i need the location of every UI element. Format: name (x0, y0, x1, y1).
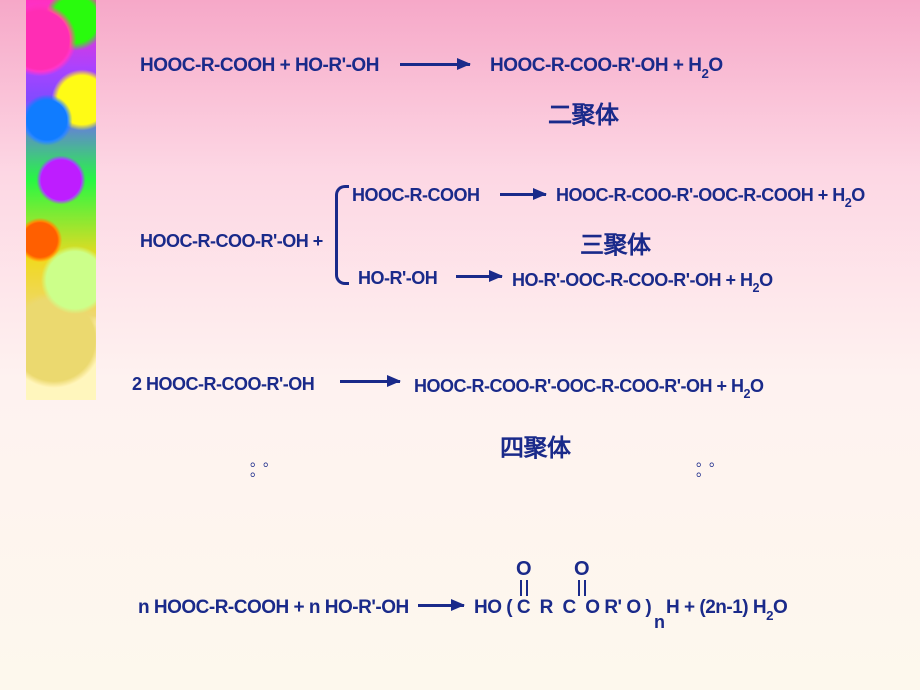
eq4-lhs: n HOOC-R-COOH + n HO-R'-OH (138, 597, 409, 619)
eq2-branch-top-arrow (500, 193, 546, 196)
eq1-rhs: HOOC-R-COO-R'-OH + H2O (490, 55, 723, 79)
eq4-rhs-c2: C (562, 597, 575, 618)
eq4-O2: O (574, 558, 589, 581)
eq2-bt-rhs-sub: 2 (845, 196, 852, 210)
eq2-bt-rhs-post: O (851, 185, 865, 205)
eq2-branch-bot-rhs: HO-R'-OOC-R-COO-R'-OH + H2O (512, 270, 773, 294)
eq2-lhs: HOOC-R-COO-R'-OH + (140, 231, 323, 252)
eq2-branch-bot-arrow (456, 275, 502, 278)
eq1-label: 二聚体 (548, 95, 619, 130)
eq4-double-bond-1 (520, 580, 528, 596)
continuation-dots-left: 。。。 (250, 456, 283, 476)
eq3-rhs-pre: HOOC-R-COO-R'-OOC-R-COO-R'-OH + H (414, 376, 744, 396)
eq2-branch-top-rhs: HOOC-R-COO-R'-OOC-R-COOH + H2O (556, 185, 865, 209)
eq2-label: 三聚体 (580, 225, 651, 260)
eq4-tail-sub: 2 (766, 608, 773, 623)
eq1-rhs-sub: 2 (701, 66, 708, 81)
eq4-O1: O (516, 558, 531, 581)
eq2-bb-rhs-sub: 2 (753, 281, 760, 295)
eq4-arrow (418, 604, 464, 607)
eq1-lhs: HOOC-R-COOH + HO-R'-OH (140, 55, 379, 77)
eq1-rhs-pre: HOOC-R-COO-R'-OH + H (490, 55, 701, 76)
eq4-rhs-main: HO ( C R C O R' O ) (474, 597, 651, 619)
eq3-rhs-sub: 2 (744, 387, 751, 401)
eq4-tail-post: O (773, 597, 787, 618)
eq4-rhs-after: O R' O ) (585, 597, 651, 618)
eq2-bb-rhs-post: O (759, 270, 773, 290)
eq4-rhs-mid: R (540, 597, 553, 618)
eq4-subscript-n: n (654, 612, 665, 633)
eq3-lhs: 2 HOOC-R-COO-R'-OH (132, 374, 314, 395)
eq3-label: 四聚体 (500, 428, 571, 463)
eq2-bracket (335, 185, 349, 285)
eq2-branch-bot-lhs: HO-R'-OH (358, 268, 437, 289)
eq2-bb-rhs-pre: HO-R'-OOC-R-COO-R'-OH + H (512, 270, 753, 290)
eq4-tail-pre: H + (2n-1) H (666, 597, 766, 618)
eq4-rhs-open: HO ( C (474, 597, 530, 618)
eq2-bt-rhs-pre: HOOC-R-COO-R'-OOC-R-COOH + H (556, 185, 845, 205)
eq3-rhs-post: O (750, 376, 764, 396)
eq1-rhs-post: O (708, 55, 722, 76)
eq3-arrow (340, 380, 400, 383)
eq3-rhs: HOOC-R-COO-R'-OOC-R-COO-R'-OH + H2O (414, 376, 764, 400)
eq4-double-bond-2 (578, 580, 586, 596)
eq4-tail: H + (2n-1) H2O (666, 597, 787, 621)
eq2-branch-top-lhs: HOOC-R-COOH (352, 185, 480, 206)
continuation-dots-right: 。。。 (696, 456, 729, 476)
reaction-stage: HOOC-R-COOH + HO-R'-OH HOOC-R-COO-R'-OH … (0, 0, 920, 690)
eq1-arrow (400, 63, 470, 66)
